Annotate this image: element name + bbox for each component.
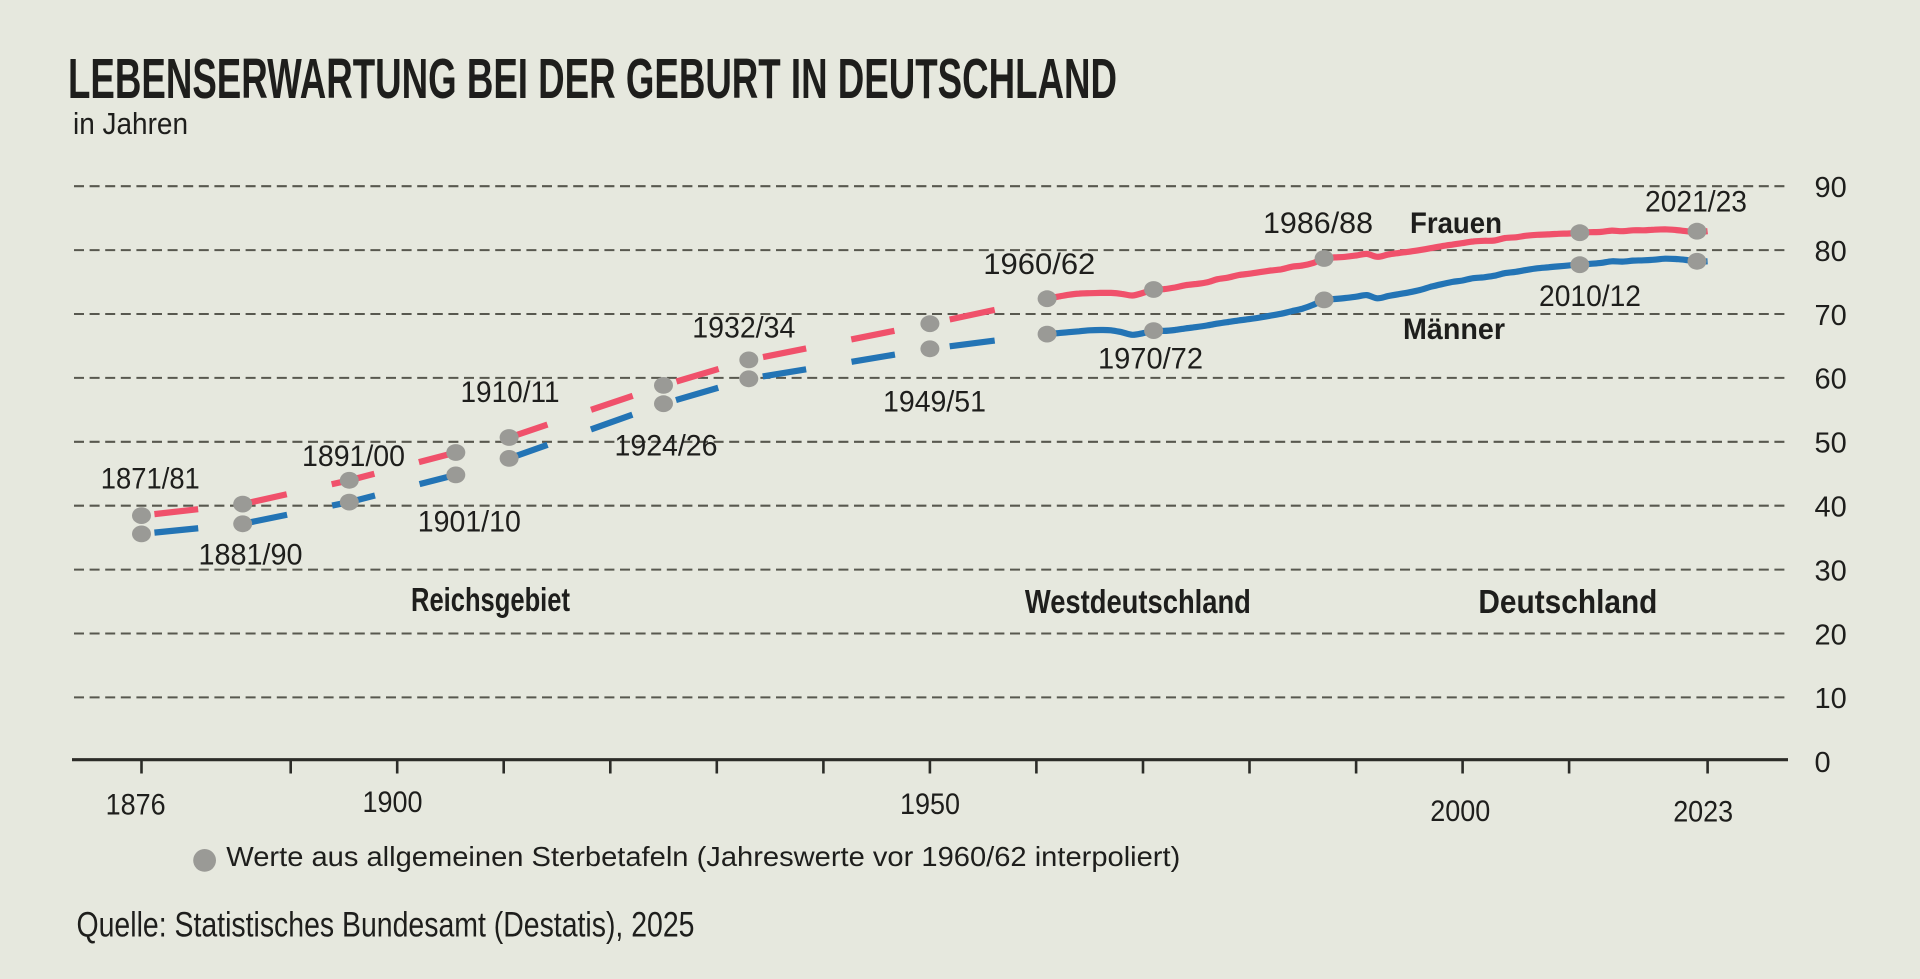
svg-text:90: 90 — [1815, 172, 1847, 204]
svg-text:Quelle: Statistisches Bundesam: Quelle: Statistisches Bundesamt (Destati… — [77, 906, 695, 945]
svg-text:2023: 2023 — [1673, 795, 1733, 828]
svg-text:10: 10 — [1815, 683, 1847, 715]
svg-text:1881/90: 1881/90 — [199, 539, 303, 572]
svg-text:1891/00: 1891/00 — [302, 440, 405, 473]
svg-text:1871/81: 1871/81 — [101, 463, 200, 496]
svg-text:0: 0 — [1815, 747, 1831, 779]
svg-text:1950: 1950 — [900, 788, 960, 821]
svg-text:1876: 1876 — [106, 789, 166, 822]
svg-text:Männer: Männer — [1403, 313, 1505, 346]
svg-text:1924/26: 1924/26 — [615, 430, 718, 463]
svg-text:40: 40 — [1815, 492, 1847, 524]
svg-text:1901/10: 1901/10 — [418, 505, 521, 538]
svg-text:1949/51: 1949/51 — [883, 386, 986, 419]
svg-text:2010/12: 2010/12 — [1539, 280, 1641, 313]
svg-text:1960/62: 1960/62 — [983, 248, 1095, 281]
svg-text:Deutschland: Deutschland — [1478, 583, 1657, 620]
svg-text:1910/11: 1910/11 — [461, 376, 560, 409]
svg-text:1900: 1900 — [363, 786, 423, 819]
svg-text:1986/88: 1986/88 — [1263, 207, 1373, 240]
svg-text:Werte aus allgemeinen Sterbeta: Werte aus allgemeinen Sterbetafeln (Jahr… — [226, 841, 1180, 872]
svg-text:Frauen: Frauen — [1410, 207, 1502, 240]
svg-text:Westdeutschland: Westdeutschland — [1025, 583, 1251, 620]
svg-text:1970/72: 1970/72 — [1098, 343, 1203, 376]
svg-text:1932/34: 1932/34 — [692, 311, 795, 344]
svg-text:LEBENSERWARTUNG BEI DER GEBURT: LEBENSERWARTUNG BEI DER GEBURT IN DEUTSC… — [68, 47, 1117, 111]
svg-text:in Jahren: in Jahren — [73, 106, 188, 141]
svg-text:2021/23: 2021/23 — [1645, 186, 1747, 219]
svg-text:50: 50 — [1815, 428, 1847, 460]
svg-text:Reichsgebiet: Reichsgebiet — [411, 581, 570, 618]
svg-text:2000: 2000 — [1430, 795, 1490, 828]
svg-text:60: 60 — [1815, 364, 1847, 396]
svg-text:20: 20 — [1815, 619, 1847, 651]
svg-text:80: 80 — [1815, 236, 1847, 268]
svg-text:70: 70 — [1815, 300, 1847, 332]
svg-text:30: 30 — [1815, 555, 1847, 587]
